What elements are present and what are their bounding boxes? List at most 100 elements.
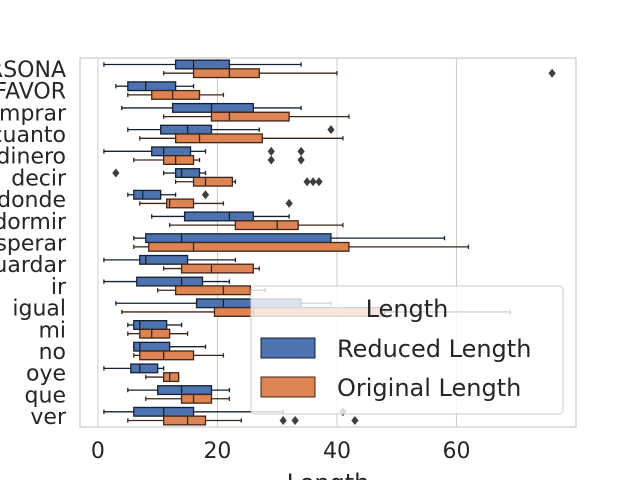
x-tick-label: 20	[203, 439, 231, 464]
outlier-point	[303, 177, 311, 187]
y-tick-label: donde	[0, 188, 66, 213]
y-tick-label: dormir	[0, 210, 67, 235]
y-tick-label: POR FAVOR	[0, 80, 66, 105]
y-tick-label: guardar	[0, 253, 67, 278]
outlier-point	[309, 177, 317, 187]
box-reduced-length	[115, 81, 195, 92]
box-iqr	[174, 133, 263, 144]
box-original-length	[127, 415, 359, 426]
box-iqr	[157, 385, 213, 396]
box-original-length	[163, 111, 350, 122]
box-iqr	[192, 68, 260, 79]
legend-title: Length	[366, 295, 449, 323]
box-reduced-length	[127, 189, 210, 200]
x-tick-label: 40	[323, 439, 351, 464]
box-reduced-length	[103, 363, 165, 374]
box-iqr	[234, 220, 299, 231]
box-original-length	[163, 68, 556, 79]
y-tick-label: esperar	[0, 232, 67, 257]
outlier-point	[291, 415, 299, 425]
y-tick-label: ir	[51, 275, 67, 300]
box-iqr	[163, 155, 195, 166]
x-ticks: 0 20 40 60	[91, 439, 471, 464]
box-original-length	[133, 350, 225, 361]
y-tick-label: PERSONA	[0, 58, 66, 83]
y-tick-label: ver	[30, 405, 67, 430]
y-tick-label: comprar	[0, 101, 67, 126]
outlier-point	[285, 198, 293, 208]
box-iqr	[133, 319, 168, 330]
box-original-length	[163, 263, 260, 274]
y-tick-label: decir	[11, 166, 67, 191]
box-original-length	[145, 372, 180, 383]
box-original-length	[133, 155, 305, 166]
box-reduced-length	[151, 211, 290, 222]
outlier-point	[201, 190, 210, 200]
y-tick-label: igual	[12, 297, 66, 322]
box-iqr	[174, 285, 251, 296]
box-iqr	[180, 263, 254, 274]
box-iqr	[148, 241, 350, 252]
box-iqr	[210, 111, 290, 122]
box-iqr	[166, 198, 195, 209]
box-original-length	[127, 89, 225, 100]
outlier-point	[297, 146, 305, 156]
y-tick-label: cuanto	[0, 123, 66, 148]
outlier-point	[112, 168, 120, 178]
box-iqr	[163, 415, 207, 426]
legend-swatch	[260, 337, 316, 359]
box-iqr	[139, 328, 171, 339]
legend-swatch	[260, 376, 316, 398]
outlier-point	[315, 177, 323, 187]
box-iqr	[183, 211, 254, 222]
y-ticks: PERSONAPOR FAVORcomprarcuantodinerodecir…	[0, 58, 67, 430]
box-iqr	[192, 176, 234, 187]
y-tick-label: mi	[38, 318, 66, 343]
box-original-length	[139, 133, 344, 144]
box-original-length	[145, 393, 231, 404]
y-tick-label: oye	[26, 362, 66, 387]
x-axis-label: Length	[287, 469, 370, 480]
box-original-length	[133, 241, 470, 252]
box-original-length	[139, 198, 293, 209]
outlier-point	[327, 125, 335, 135]
box-original-length	[174, 176, 323, 187]
outlier-point	[267, 155, 275, 165]
box-original-length	[127, 328, 189, 339]
box-iqr	[171, 102, 254, 113]
box-iqr	[136, 276, 204, 287]
legend: Length Reduced Length Original Length	[250, 285, 564, 415]
box-iqr	[130, 363, 159, 374]
outlier-point	[297, 155, 305, 165]
box-iqr	[139, 254, 189, 265]
box-iqr	[151, 89, 201, 100]
plot-frame	[79, 57, 577, 428]
box-reduced-length	[103, 276, 231, 287]
legend-frame	[250, 285, 564, 415]
box-iqr	[145, 233, 332, 244]
box-iqr	[174, 168, 201, 179]
outlier-point	[267, 146, 275, 156]
box-reduced-length	[103, 254, 237, 265]
box-iqr	[127, 81, 177, 92]
box-reduced-length	[121, 102, 302, 113]
x-tick-label: 0	[91, 439, 105, 464]
box-iqr	[151, 146, 192, 157]
box-iqr	[139, 350, 195, 361]
box-original-length	[168, 220, 344, 231]
outlier-point	[548, 68, 556, 78]
y-tick-label: que	[25, 383, 66, 408]
box-iqr	[174, 59, 231, 70]
outlier-point	[279, 415, 287, 425]
outlier-point	[351, 415, 359, 425]
x-tick-label: 60	[442, 439, 470, 464]
box-iqr	[133, 189, 162, 200]
legend-entry-label: Reduced Length	[337, 335, 531, 363]
box-reduced-length	[112, 168, 207, 179]
box-iqr	[163, 372, 180, 383]
box-iqr	[160, 124, 213, 135]
y-tick-label: dinero	[0, 145, 66, 170]
y-tick-label: no	[39, 340, 66, 365]
legend-entry-label: Original Length	[337, 374, 521, 402]
